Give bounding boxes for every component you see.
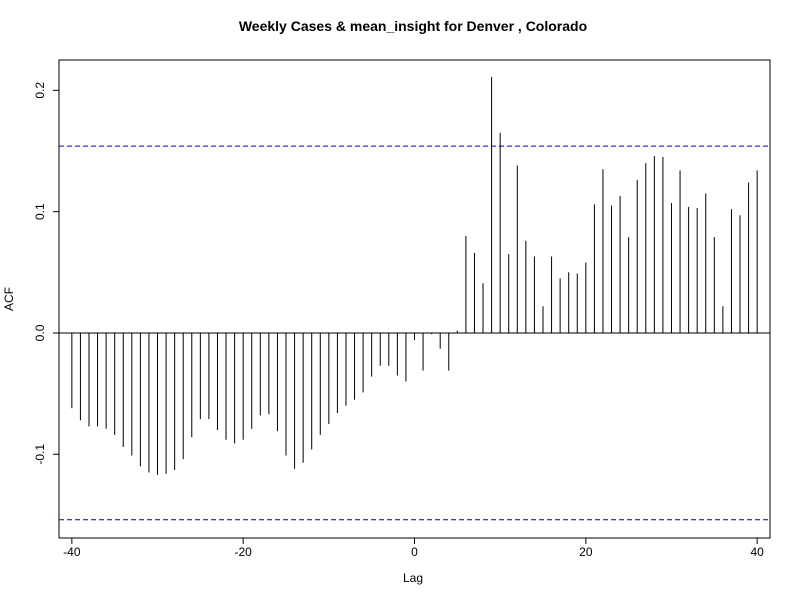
y-axis-label: ACF [2, 287, 16, 311]
x-tick-label: 0 [411, 545, 418, 559]
x-tick-label: -20 [235, 545, 253, 559]
x-tick-label: -40 [63, 545, 81, 559]
y-tick-label: 0.2 [33, 82, 47, 99]
y-axis: -0.1 0.0 0.1 0.2 [33, 82, 60, 465]
chart-title: Weekly Cases & mean_insight for Denver ,… [239, 18, 587, 34]
y-tick-label: -0.1 [33, 444, 47, 465]
x-tick-label: 20 [579, 545, 593, 559]
y-tick-label: 0.1 [33, 203, 47, 220]
acf-bars [71, 76, 758, 475]
x-axis-label: Lag [403, 571, 423, 585]
y-tick-label: 0.0 [33, 324, 47, 341]
x-tick-label: 40 [750, 545, 764, 559]
x-axis: -40 -20 0 20 40 [63, 537, 764, 559]
